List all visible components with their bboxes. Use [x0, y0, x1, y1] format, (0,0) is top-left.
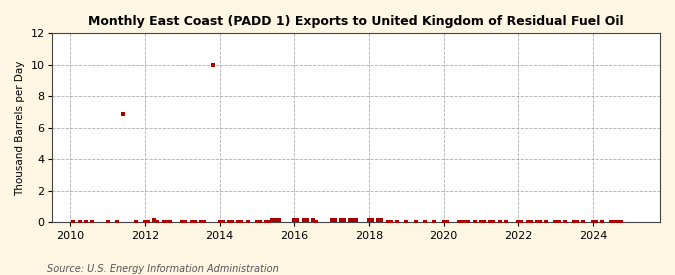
- Point: [86, 220, 97, 225]
- Point: [348, 218, 358, 222]
- Point: [494, 220, 505, 225]
- Point: [236, 220, 247, 225]
- Point: [152, 220, 163, 225]
- Point: [270, 218, 281, 222]
- Point: [363, 218, 374, 222]
- Point: [560, 220, 570, 225]
- Point: [298, 218, 309, 222]
- Point: [308, 218, 319, 222]
- Point: [572, 220, 583, 225]
- Point: [376, 218, 387, 222]
- Point: [273, 218, 284, 222]
- Point: [264, 220, 275, 225]
- Point: [438, 220, 449, 225]
- Point: [177, 220, 188, 225]
- Point: [227, 220, 238, 225]
- Point: [429, 220, 439, 225]
- Point: [541, 220, 551, 225]
- Point: [382, 220, 393, 225]
- Point: [208, 63, 219, 67]
- Point: [267, 218, 278, 222]
- Point: [569, 220, 580, 225]
- Point: [261, 220, 271, 225]
- Point: [454, 220, 464, 225]
- Point: [587, 220, 598, 225]
- Point: [419, 220, 430, 225]
- Point: [80, 220, 91, 225]
- Point: [254, 220, 265, 225]
- Point: [326, 218, 337, 222]
- Title: Monthly East Coast (PADD 1) Exports to United Kingdom of Residual Fuel Oil: Monthly East Coast (PADD 1) Exports to U…: [88, 15, 624, 28]
- Point: [616, 220, 626, 225]
- Point: [149, 218, 160, 222]
- Point: [198, 220, 209, 225]
- Point: [531, 220, 542, 225]
- Point: [140, 220, 151, 225]
- Point: [392, 220, 402, 225]
- Point: [186, 220, 197, 225]
- Point: [339, 218, 350, 222]
- Point: [217, 220, 228, 225]
- Point: [310, 220, 321, 225]
- Point: [591, 220, 601, 225]
- Point: [214, 220, 225, 225]
- Point: [525, 220, 536, 225]
- Point: [117, 111, 128, 116]
- Point: [597, 220, 608, 225]
- Point: [535, 220, 545, 225]
- Point: [513, 220, 524, 225]
- Point: [485, 220, 495, 225]
- Point: [606, 220, 617, 225]
- Point: [460, 220, 470, 225]
- Point: [242, 220, 253, 225]
- Point: [522, 220, 533, 225]
- Point: [488, 220, 499, 225]
- Point: [385, 220, 396, 225]
- Point: [233, 220, 244, 225]
- Point: [351, 218, 362, 222]
- Point: [469, 220, 480, 225]
- Point: [158, 220, 169, 225]
- Point: [111, 220, 122, 225]
- Point: [252, 220, 263, 225]
- Point: [142, 220, 153, 225]
- Point: [475, 220, 486, 225]
- Point: [289, 218, 300, 222]
- Point: [612, 220, 623, 225]
- Point: [180, 220, 191, 225]
- Point: [516, 220, 526, 225]
- Point: [441, 220, 452, 225]
- Y-axis label: Thousand Barrels per Day: Thousand Barrels per Day: [15, 60, 25, 196]
- Point: [479, 220, 489, 225]
- Point: [463, 220, 474, 225]
- Point: [301, 218, 312, 222]
- Point: [329, 218, 340, 222]
- Point: [223, 220, 234, 225]
- Point: [345, 218, 356, 222]
- Point: [102, 220, 113, 225]
- Point: [554, 220, 564, 225]
- Point: [189, 220, 200, 225]
- Point: [196, 220, 207, 225]
- Point: [74, 220, 85, 225]
- Point: [550, 220, 561, 225]
- Point: [335, 218, 346, 222]
- Point: [165, 220, 176, 225]
- Point: [401, 220, 412, 225]
- Text: Source: U.S. Energy Information Administration: Source: U.S. Energy Information Administ…: [47, 264, 279, 274]
- Point: [609, 220, 620, 225]
- Point: [410, 220, 421, 225]
- Point: [161, 220, 172, 225]
- Point: [578, 220, 589, 225]
- Point: [68, 220, 79, 225]
- Point: [500, 220, 511, 225]
- Point: [130, 220, 141, 225]
- Point: [373, 218, 383, 222]
- Point: [457, 220, 468, 225]
- Point: [292, 218, 302, 222]
- Point: [367, 218, 377, 222]
